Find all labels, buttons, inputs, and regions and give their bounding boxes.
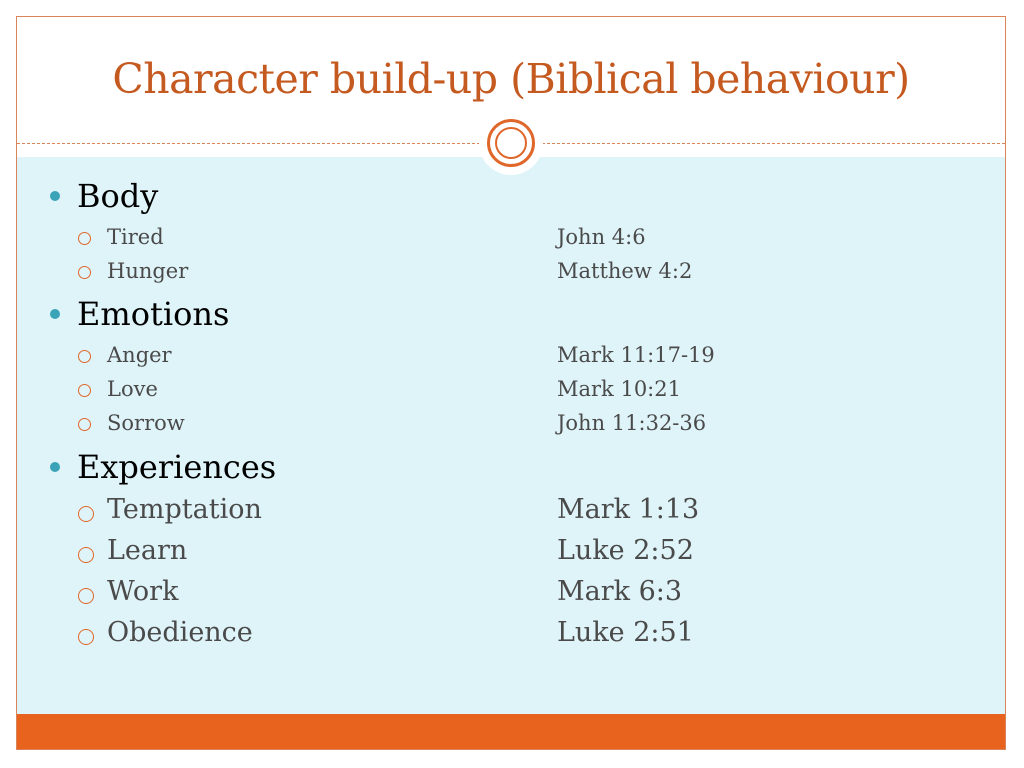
section-heading: Emotions <box>77 295 230 333</box>
hollow-circle-bullet-icon <box>78 506 94 522</box>
list-item-reference: Luke 2:51 <box>557 617 694 648</box>
list-item-reference: John 4:6 <box>557 225 646 249</box>
list-item-label: Anger <box>107 343 172 367</box>
list-item-reference: Mark 6:3 <box>557 576 683 607</box>
section-heading: Body <box>77 177 159 215</box>
list-item-label: Learn <box>107 535 188 566</box>
list-item-label: Temptation <box>107 494 262 525</box>
filled-circle-bullet-icon <box>50 462 60 472</box>
section-heading: Experiences <box>77 448 277 486</box>
list-item-reference: Mark 1:13 <box>557 494 700 525</box>
filled-circle-bullet-icon <box>50 309 60 319</box>
content-area <box>17 157 1005 716</box>
hollow-circle-bullet-icon <box>78 384 91 397</box>
list-item-label: Obedience <box>107 617 253 648</box>
list-item-label: Sorrow <box>107 411 185 435</box>
title-area: Character build-up (Biblical behaviour) <box>17 17 1005 143</box>
list-item-reference: Mark 11:17-19 <box>557 343 715 367</box>
hollow-circle-bullet-icon <box>78 232 91 245</box>
hollow-circle-bullet-icon <box>78 588 94 604</box>
hollow-circle-bullet-icon <box>78 547 94 563</box>
list-item-reference: Mark 10:21 <box>557 377 681 401</box>
list-item-label: Tired <box>107 225 164 249</box>
slide: Character build-up (Biblical behaviour) … <box>16 16 1006 750</box>
hollow-circle-bullet-icon <box>78 629 94 645</box>
list-item-label: Love <box>107 377 158 401</box>
list-item-reference: Matthew 4:2 <box>557 259 693 283</box>
hollow-circle-bullet-icon <box>78 266 91 279</box>
filled-circle-bullet-icon <box>50 191 60 201</box>
slide-title: Character build-up (Biblical behaviour) <box>112 55 910 103</box>
list-item-reference: John 11:32-36 <box>557 411 707 435</box>
hollow-circle-bullet-icon <box>78 350 91 363</box>
list-item-reference: Luke 2:52 <box>557 535 694 566</box>
footer-bar <box>17 714 1005 749</box>
list-item-label: Hunger <box>107 259 189 283</box>
list-item-label: Work <box>107 576 179 607</box>
hollow-circle-bullet-icon <box>78 418 91 431</box>
ornament-inner-ring <box>495 127 527 159</box>
double-ring-ornament-icon <box>487 119 535 167</box>
